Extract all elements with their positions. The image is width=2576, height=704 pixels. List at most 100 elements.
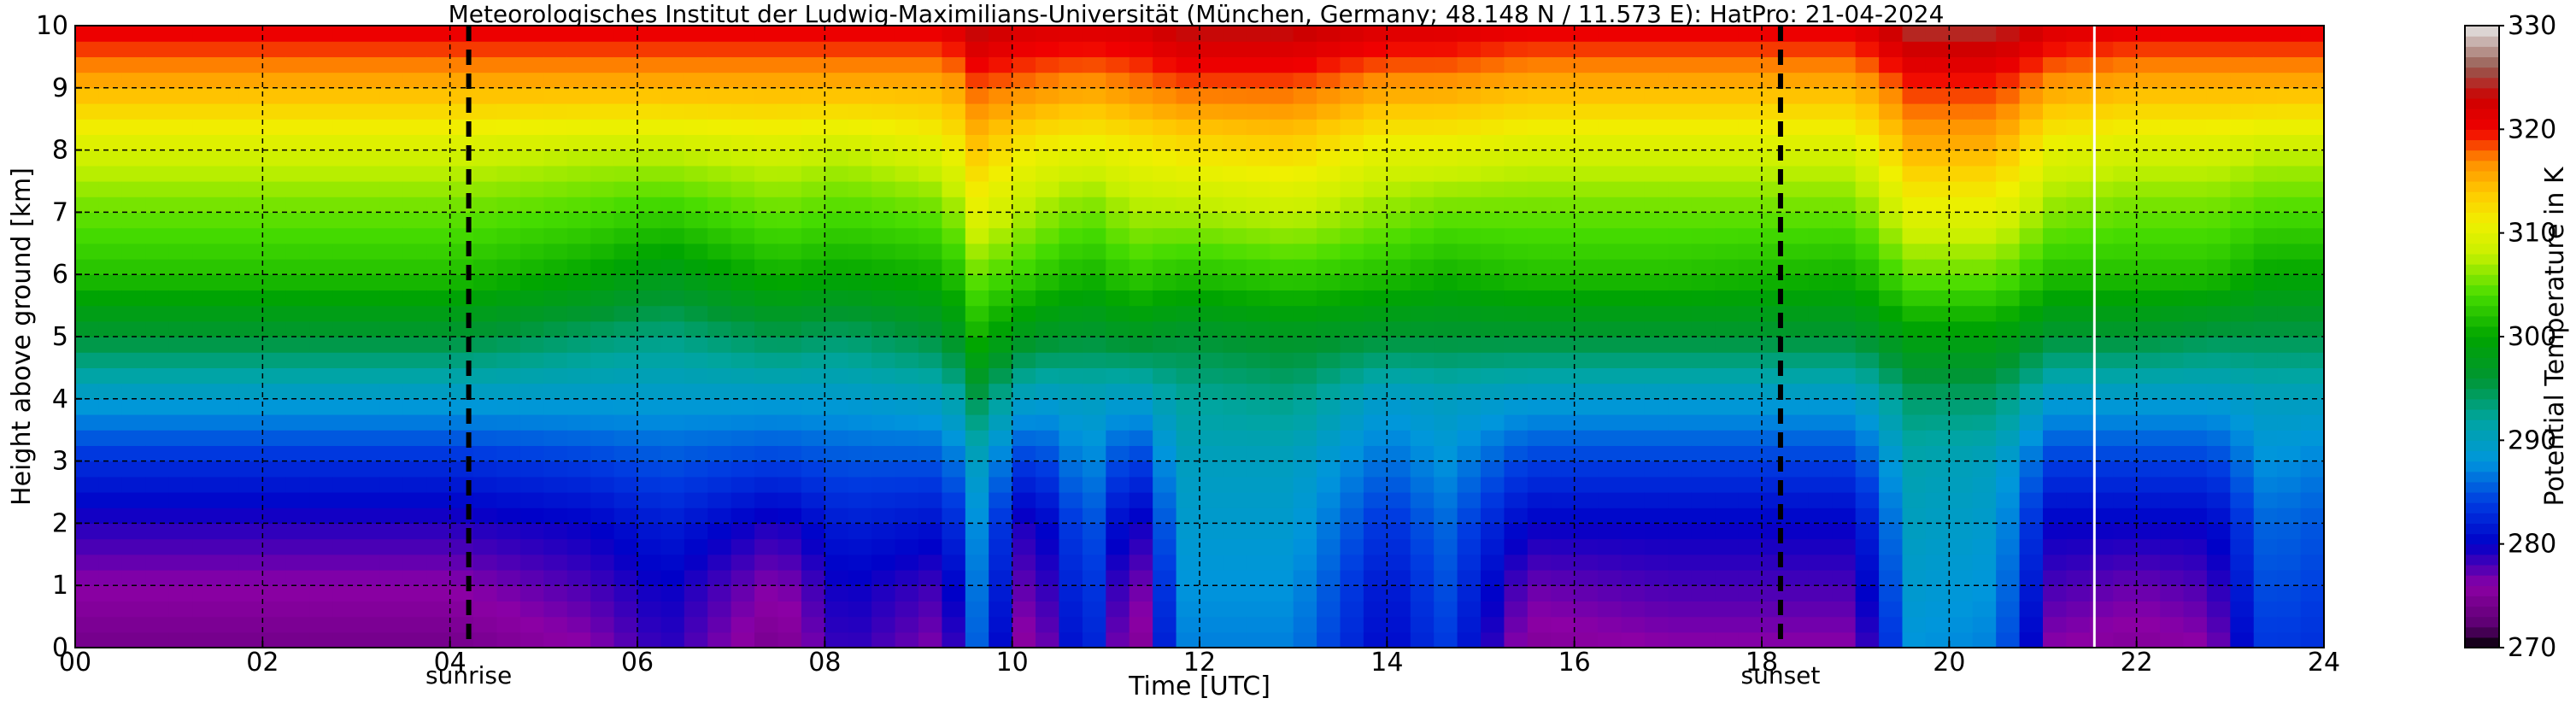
heatmap-cell — [215, 461, 240, 478]
heatmap-cell — [2113, 601, 2138, 618]
heatmap-cell — [543, 585, 568, 601]
heatmap-cell — [777, 445, 802, 462]
heatmap-cell — [1223, 538, 1247, 555]
heatmap-cell — [1855, 119, 1880, 135]
heatmap-cell — [1996, 181, 2021, 197]
heatmap-cell — [426, 476, 451, 493]
heatmap-cell — [801, 476, 825, 493]
heatmap-cell — [356, 290, 381, 307]
heatmap-cell — [613, 398, 638, 415]
heatmap-cell — [519, 414, 544, 431]
heatmap-cell — [1246, 305, 1270, 322]
heatmap-cell — [824, 461, 849, 478]
heatmap-cell — [1457, 41, 1482, 57]
heatmap-cell — [356, 87, 381, 104]
heatmap-cell — [1644, 227, 1669, 244]
colorbar-cell — [2465, 523, 2499, 535]
heatmap-cell — [75, 103, 100, 120]
colorbar-cell — [2465, 585, 2499, 596]
heatmap-cell — [2183, 585, 2208, 601]
heatmap-cell — [895, 570, 919, 586]
heatmap-cell — [262, 87, 287, 104]
heatmap-cell — [215, 26, 240, 42]
heatmap-cell — [1504, 243, 1529, 260]
heatmap-cell — [1293, 134, 1317, 151]
heatmap-cell — [2113, 507, 2138, 524]
heatmap-cell — [2277, 430, 2302, 446]
heatmap-cell — [2066, 398, 2091, 415]
heatmap-cell — [1621, 259, 1646, 275]
heatmap-cell — [1481, 212, 1505, 229]
heatmap-cell — [1176, 352, 1200, 368]
heatmap-cell — [2089, 134, 2114, 151]
heatmap-cell — [1223, 631, 1247, 648]
heatmap-cell — [1036, 414, 1060, 431]
heatmap-cell — [1293, 398, 1317, 415]
heatmap-cell — [2043, 601, 2068, 618]
heatmap-cell — [1832, 243, 1857, 260]
heatmap-cell — [2253, 507, 2278, 524]
heatmap-cell — [75, 398, 100, 415]
heatmap-cell — [145, 212, 170, 229]
heatmap-cell — [660, 243, 685, 260]
heatmap-cell — [145, 87, 170, 104]
heatmap-cell — [1691, 72, 1716, 89]
heatmap-cell — [1879, 290, 1904, 307]
heatmap-cell — [918, 383, 943, 400]
heatmap-cell — [1598, 227, 1622, 244]
heatmap-cell — [1925, 87, 1950, 104]
heatmap-cell — [1293, 197, 1317, 213]
heatmap-cell — [1129, 72, 1153, 89]
heatmap-cell — [1996, 290, 2021, 307]
heatmap-cell — [754, 538, 779, 555]
heatmap-cell — [1012, 119, 1036, 135]
heatmap-cell — [1598, 320, 1622, 337]
heatmap-cell — [801, 492, 825, 508]
heatmap-cell — [989, 476, 1013, 493]
heatmap-cell — [1036, 352, 1060, 368]
heatmap-cell — [1153, 430, 1177, 446]
heatmap-cell — [2066, 538, 2091, 555]
colorbar-cell — [2465, 543, 2499, 555]
heatmap-cell — [965, 56, 989, 73]
heatmap-cell — [731, 56, 755, 73]
heatmap-cell — [1972, 227, 1997, 244]
heatmap-cell — [1270, 554, 1294, 571]
heatmap-cell — [309, 259, 334, 275]
heatmap-cell — [2019, 150, 2044, 167]
heatmap-cell — [1551, 243, 1576, 260]
heatmap-cell — [637, 119, 662, 135]
heatmap-cell — [168, 41, 193, 57]
heatmap-cell — [1738, 103, 1763, 120]
heatmap-cell — [824, 445, 849, 462]
heatmap-cell — [777, 150, 802, 167]
heatmap-cell — [1129, 616, 1153, 633]
heatmap-cell — [426, 259, 451, 275]
heatmap-cell — [637, 87, 662, 104]
heatmap-cell — [2206, 492, 2231, 508]
heatmap-cell — [1457, 414, 1482, 431]
heatmap-cell — [1598, 72, 1622, 89]
heatmap-cell — [2206, 367, 2231, 384]
heatmap-cell — [1832, 134, 1857, 151]
heatmap-cell — [848, 554, 872, 571]
heatmap-cell — [98, 181, 123, 197]
heatmap-cell — [98, 383, 123, 400]
heatmap-cell — [731, 507, 755, 524]
heatmap-cell — [1317, 523, 1341, 540]
heatmap-cell — [1387, 414, 1411, 431]
heatmap-cell — [848, 165, 872, 182]
heatmap-cell — [1129, 414, 1153, 431]
heatmap-cell — [262, 430, 287, 446]
heatmap-cell — [379, 616, 404, 633]
heatmap-cell — [1832, 430, 1857, 446]
heatmap-cell — [1270, 430, 1294, 446]
heatmap-cell — [1223, 87, 1247, 104]
heatmap-cell — [965, 398, 989, 415]
heatmap-cell — [519, 212, 544, 229]
heatmap-cell — [1293, 337, 1317, 353]
heatmap-cell — [1551, 383, 1576, 400]
heatmap-cell — [637, 337, 662, 353]
heatmap-cell — [2019, 103, 2044, 120]
heatmap-cell — [848, 445, 872, 462]
